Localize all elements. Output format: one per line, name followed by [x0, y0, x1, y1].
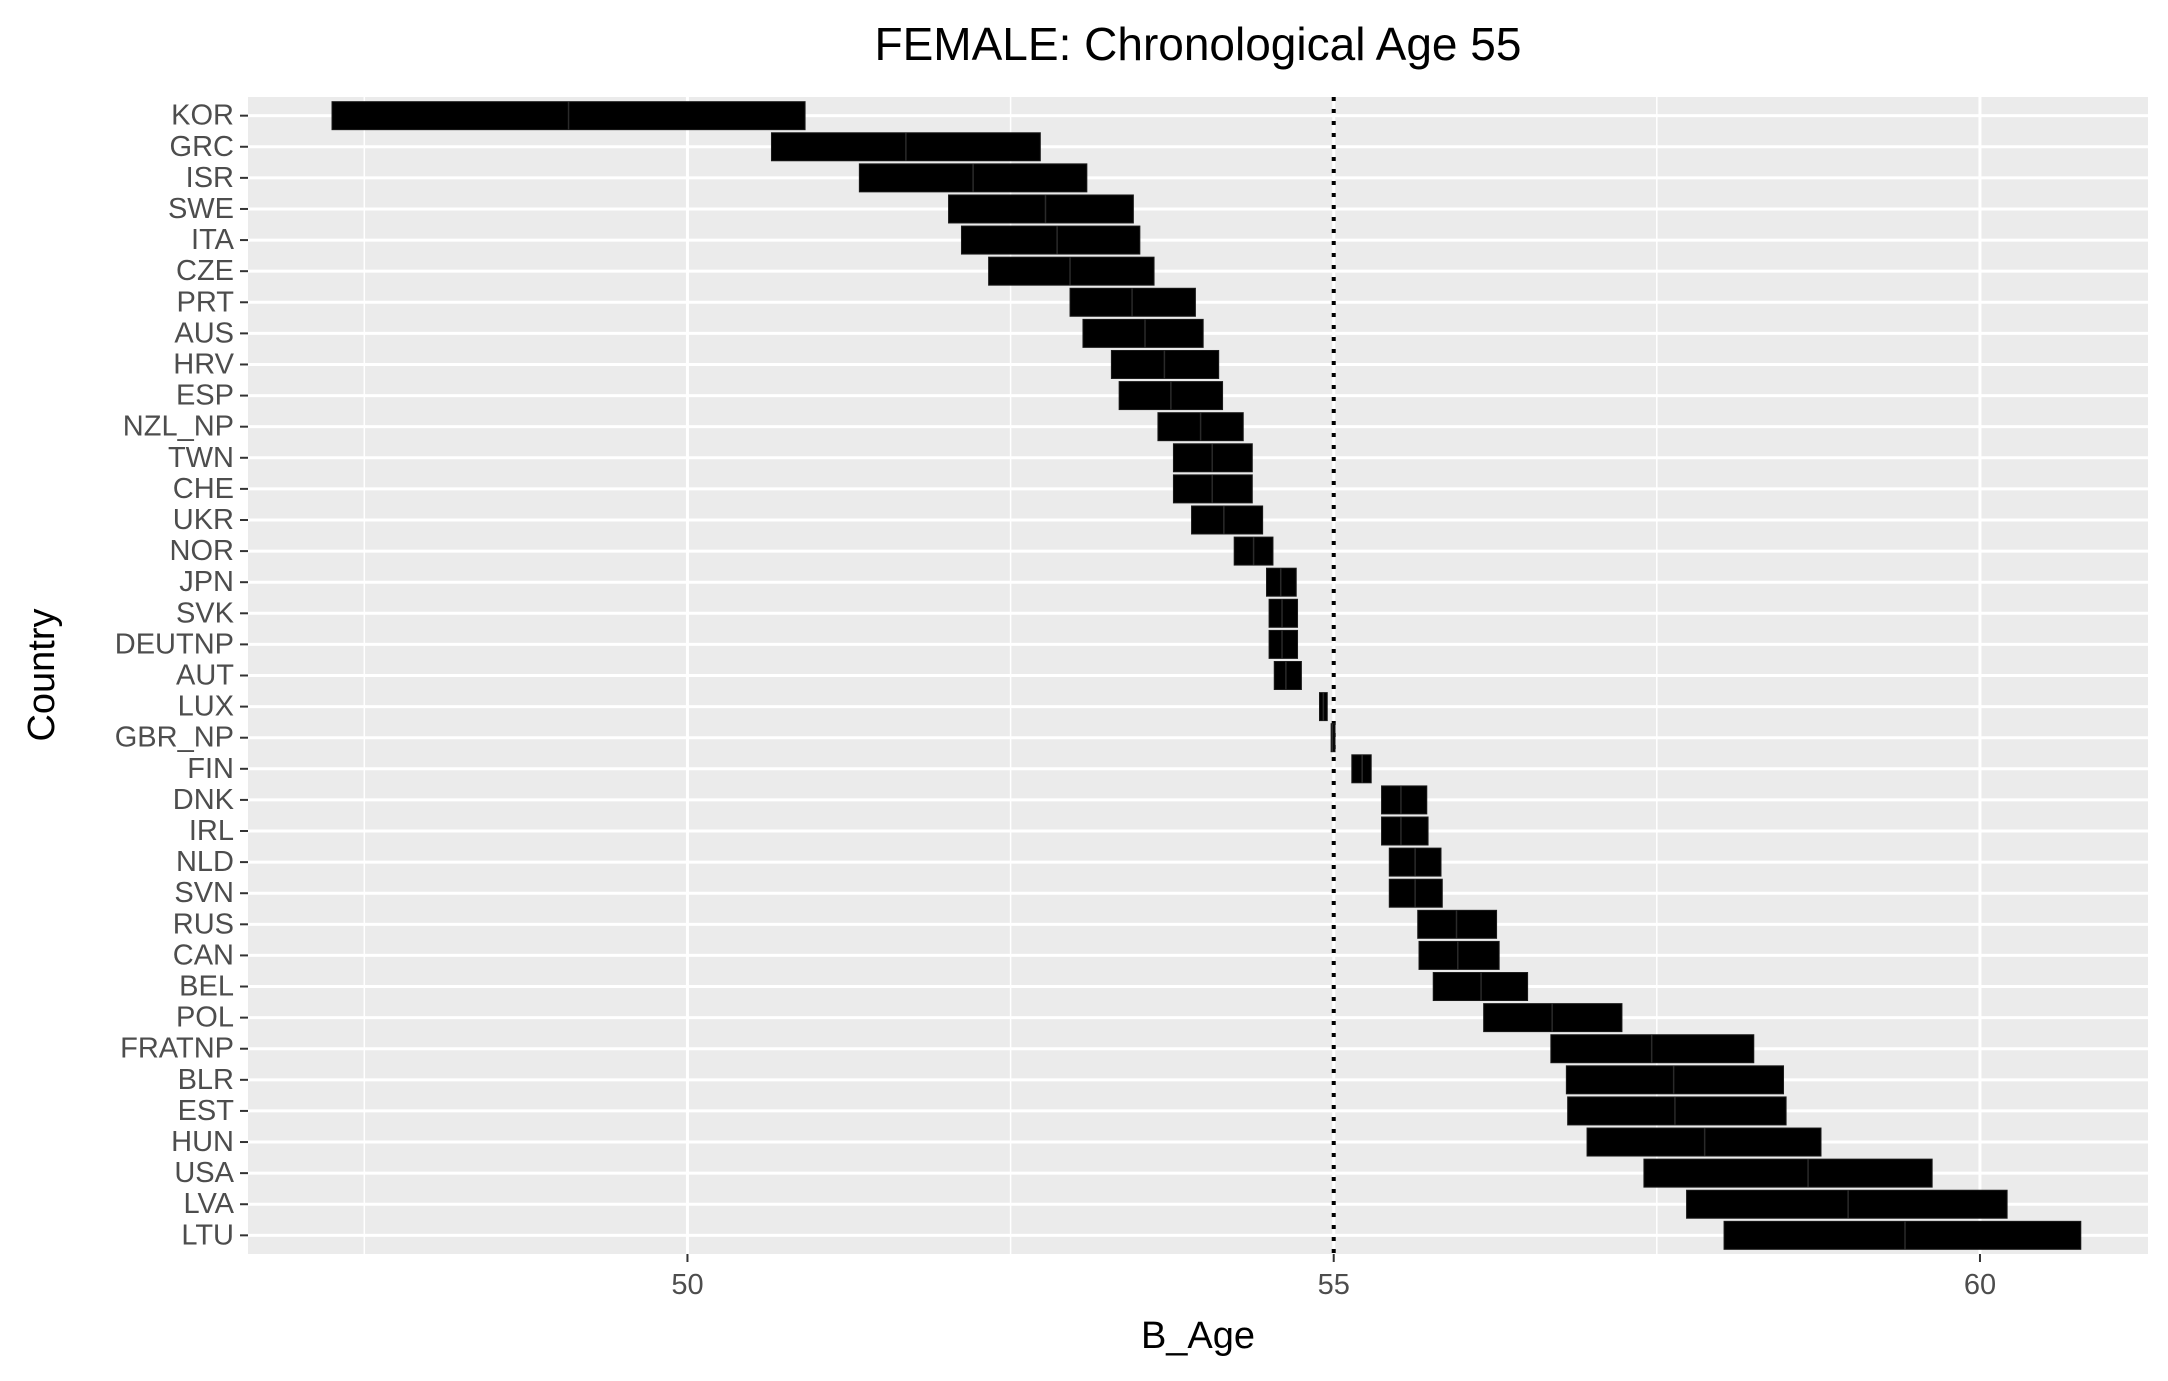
- y-tick-label: DEUTNP: [115, 628, 234, 660]
- y-tick-label: LVA: [183, 1188, 234, 1220]
- y-tick-label: POL: [176, 1002, 234, 1034]
- bar-CZE: [988, 256, 1155, 286]
- bar-UKR: [1191, 505, 1264, 535]
- y-tick-label: LTU: [181, 1219, 234, 1251]
- bar-CAN: [1418, 940, 1500, 970]
- y-tick-label: HUN: [171, 1126, 234, 1158]
- y-tick-label: CZE: [176, 255, 234, 287]
- bar-AUS: [1082, 318, 1204, 348]
- y-tick-label: SVN: [174, 877, 234, 909]
- y-tick-label: FIN: [187, 753, 234, 785]
- y-tick-label: JPN: [179, 566, 234, 598]
- bar-BLR: [1565, 1065, 1785, 1095]
- y-tick-label: NZL_NP: [123, 411, 234, 443]
- x-tick-label: 50: [671, 1269, 703, 1301]
- y-tick-label: CHE: [173, 473, 234, 505]
- x-axis-labels: 50 55 60: [671, 1269, 1996, 1301]
- y-tick-label: BLR: [178, 1064, 234, 1096]
- y-tick-label: USA: [174, 1157, 234, 1189]
- bar-LTU: [1723, 1220, 2082, 1250]
- y-tick-label: FRATNP: [120, 1033, 234, 1065]
- bar-DEUTNP: [1268, 629, 1299, 659]
- bar-AUT: [1273, 661, 1302, 690]
- y-tick-label: AUS: [174, 317, 234, 349]
- y-tick-label: TWN: [168, 442, 234, 474]
- grid-lines: [248, 97, 2148, 1254]
- y-tick-label: HRV: [173, 348, 234, 380]
- y-tick-label: ISR: [186, 162, 234, 194]
- y-tick-label: EST: [178, 1095, 235, 1127]
- x-tick-label: 55: [1318, 1269, 1350, 1301]
- bar-EST: [1567, 1096, 1787, 1126]
- x-axis-title: B_Age: [1141, 1315, 1255, 1357]
- y-tick-label: NLD: [176, 846, 234, 878]
- y-tick-label: AUT: [176, 660, 234, 692]
- bar-IRL: [1381, 816, 1429, 846]
- bar-ITA: [960, 225, 1141, 255]
- y-tick-label: KOR: [171, 100, 234, 132]
- x-tick-label: 60: [1964, 1269, 1996, 1301]
- y-tick-label: NOR: [170, 535, 234, 567]
- y-tick-label: LUX: [178, 691, 234, 723]
- y-tick-label: UKR: [173, 504, 234, 536]
- y-axis-title: Country: [21, 608, 63, 741]
- y-tick-label: GBR_NP: [115, 722, 234, 754]
- bar-SWE: [948, 194, 1134, 224]
- axis-ticks: [240, 114, 1981, 1262]
- bars: [331, 101, 2082, 1250]
- y-tick-label: RUS: [173, 908, 234, 940]
- y-tick-label: DNK: [173, 784, 235, 816]
- y-tick-label: SWE: [168, 193, 234, 225]
- y-tick-label: GRC: [170, 131, 234, 163]
- y-tick-label: ESP: [176, 380, 234, 412]
- bar-SVK: [1268, 598, 1299, 628]
- bar-LVA: [1686, 1189, 2008, 1219]
- chart-title: FEMALE: Chronological Age 55: [875, 18, 1522, 70]
- y-axis-labels: KORGRCISRSWEITACZEPRTAUSHRVESPNZL_NPTWNC…: [115, 100, 235, 1252]
- y-tick-label: PRT: [177, 286, 235, 318]
- y-tick-label: CAN: [173, 939, 234, 971]
- bar-DNK: [1381, 785, 1428, 815]
- bar-USA: [1643, 1158, 1933, 1188]
- y-tick-label: ITA: [191, 224, 235, 256]
- y-tick-label: BEL: [179, 971, 234, 1003]
- y-tick-label: SVK: [176, 597, 235, 629]
- y-tick-label: IRL: [189, 815, 234, 847]
